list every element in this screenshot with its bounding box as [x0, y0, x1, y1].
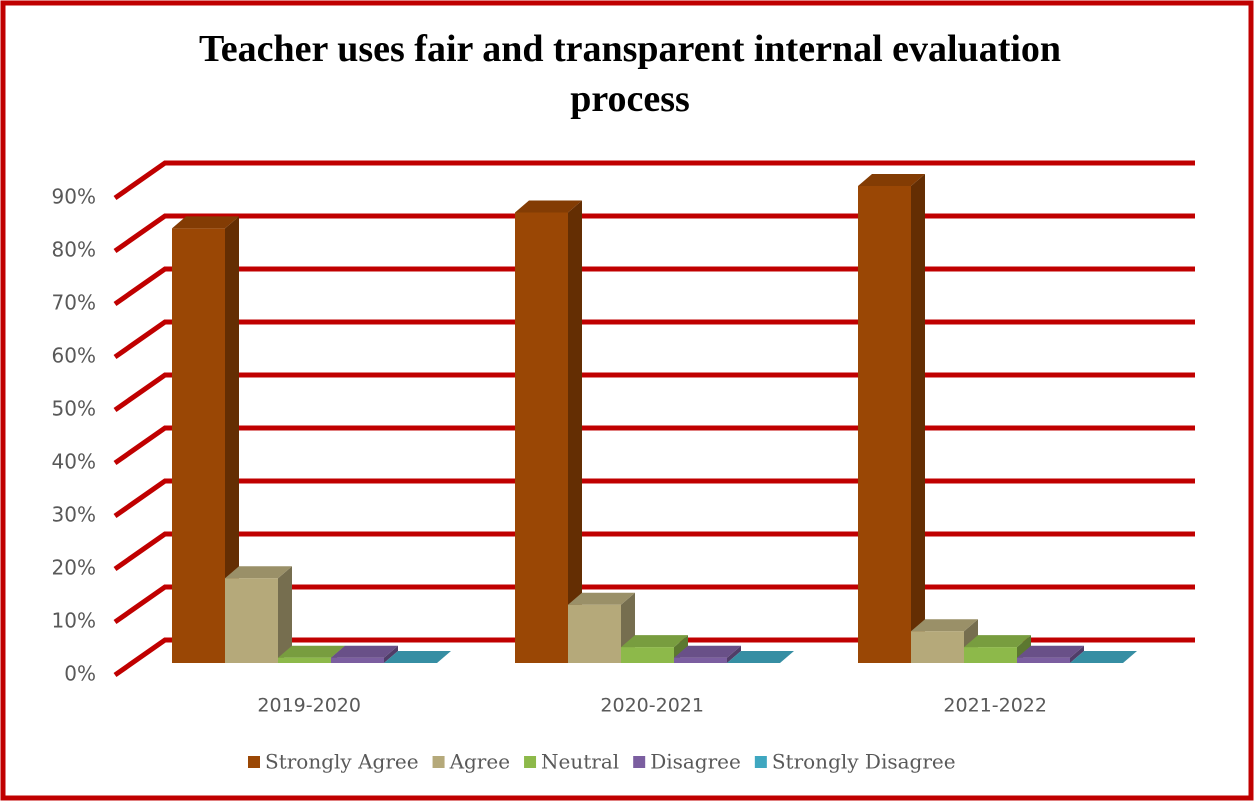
x-tick-label: 2021-2022 — [943, 695, 1047, 717]
bar-side — [384, 645, 398, 663]
x-tick-label: 2020-2021 — [600, 695, 704, 717]
bar — [964, 635, 1031, 663]
y-tick-label: 0% — [64, 662, 96, 686]
x-tick-label: 2019-2020 — [257, 695, 361, 717]
bar — [727, 651, 794, 663]
bar-top — [384, 651, 451, 663]
chart-title: Teacher uses fair and transparent intern… — [199, 28, 1061, 120]
legend-label: Neutral — [541, 750, 619, 774]
y-tick-label: 10% — [52, 609, 96, 633]
legend-swatch — [754, 756, 767, 768]
bar — [674, 645, 741, 663]
legend-label: Disagree — [650, 750, 741, 774]
legend-swatch — [432, 756, 445, 768]
bar — [1017, 645, 1084, 663]
legend-label: Strongly Disagree — [772, 750, 956, 774]
bar — [1070, 651, 1137, 663]
legend-label: Strongly Agree — [265, 750, 419, 774]
bar-top — [727, 651, 794, 663]
bar-side — [568, 200, 582, 663]
y-tick-label: 90% — [52, 185, 96, 209]
bar-front — [515, 212, 568, 663]
bar-top — [568, 592, 635, 605]
bar-top — [1017, 645, 1084, 658]
bar-side — [911, 174, 925, 663]
bar-front — [1017, 657, 1070, 663]
grid-line — [113, 266, 1195, 307]
bar-side — [225, 216, 239, 663]
bar-side — [278, 566, 292, 663]
grid-line — [113, 319, 1195, 360]
y-tick-label: 40% — [52, 450, 96, 474]
grid-line — [113, 531, 1195, 572]
grid-line — [113, 425, 1195, 466]
bar-top — [674, 645, 741, 658]
grid-line — [113, 160, 1195, 201]
bar-front — [172, 228, 225, 663]
grid-line — [113, 637, 1195, 678]
bar-front — [278, 657, 331, 663]
bar-front — [964, 647, 1017, 663]
bar-top — [225, 566, 292, 579]
bar-top — [964, 635, 1031, 648]
bar-top — [331, 645, 398, 658]
bar-front — [911, 631, 964, 663]
bar — [172, 216, 239, 663]
y-tick-label: 20% — [52, 556, 96, 580]
legend-swatch — [524, 756, 537, 768]
y-tick-label: 60% — [52, 344, 96, 368]
bar-front — [621, 647, 674, 663]
bar-front — [331, 657, 384, 663]
bar-top — [911, 619, 978, 632]
bar-top — [621, 635, 688, 648]
bar-side — [1070, 645, 1084, 663]
bar — [384, 651, 451, 663]
bar-top — [172, 216, 239, 229]
bar-top — [515, 200, 582, 213]
y-tick-label: 30% — [52, 503, 96, 527]
legend-label: Agree — [449, 750, 510, 774]
bar-top — [1070, 651, 1137, 663]
bar — [225, 566, 292, 663]
grid-line — [113, 213, 1195, 254]
bar-side — [727, 645, 741, 663]
bar-top — [278, 645, 345, 658]
legend: Strongly Agree Agree Neutral Disagree Strong… — [248, 750, 956, 774]
bar-front — [225, 578, 278, 663]
y-tick-label: 80% — [52, 238, 96, 262]
bar-front — [568, 604, 621, 663]
legend-swatch — [248, 756, 260, 768]
bar-top — [858, 174, 925, 186]
grid-line — [113, 372, 1195, 413]
bar-front — [858, 186, 911, 663]
grid-line — [113, 478, 1195, 519]
y-tick-label: 50% — [52, 397, 96, 421]
bar — [515, 200, 582, 663]
bar-front — [674, 657, 727, 663]
grid-line — [113, 584, 1195, 625]
legend-swatch — [633, 756, 646, 768]
bar — [331, 645, 398, 663]
bar — [858, 174, 925, 663]
y-tick-label: 70% — [52, 291, 96, 315]
